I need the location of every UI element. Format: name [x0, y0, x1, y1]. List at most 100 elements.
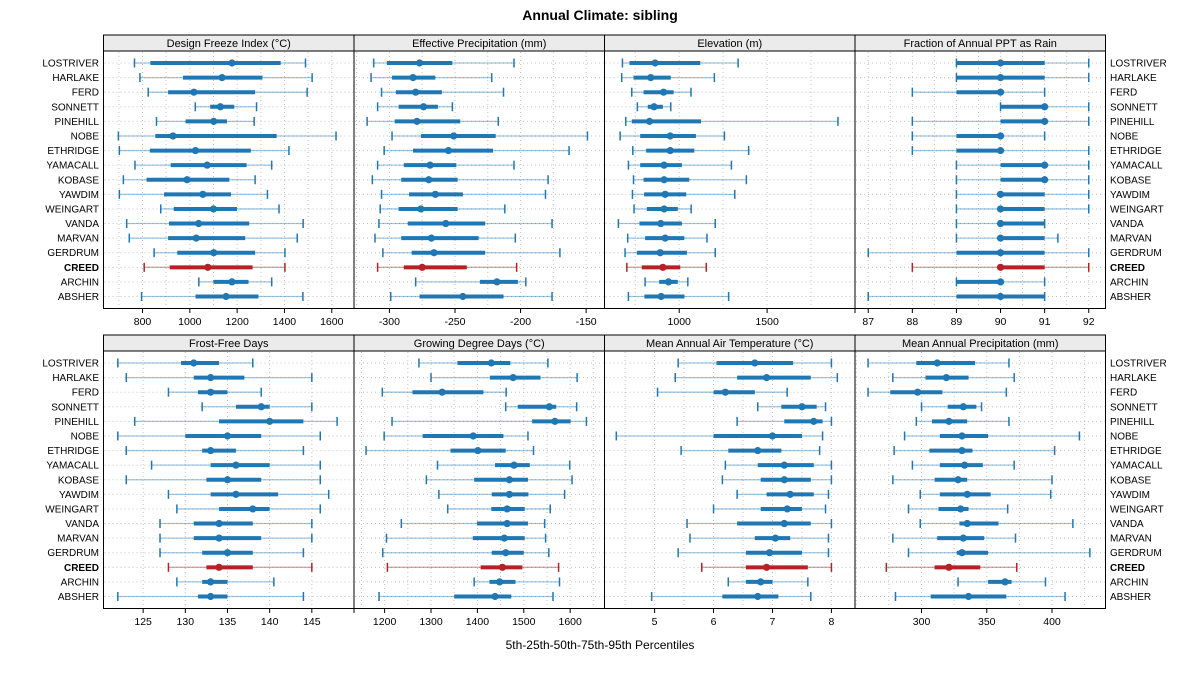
median-dot — [412, 88, 420, 96]
percentile-row — [159, 548, 305, 558]
station-label-right: YAMACALL — [1110, 161, 1163, 172]
median-dot — [223, 476, 232, 484]
station-label-right: FERD — [1110, 88, 1137, 99]
median-dot — [228, 59, 236, 67]
percentile-row — [955, 277, 1046, 287]
median-dot — [207, 592, 215, 601]
panel: Elevation (m) 1000 1500 — [604, 34, 856, 328]
percentile-row — [955, 189, 1090, 199]
median-dot — [666, 146, 674, 155]
median-dot — [545, 403, 553, 411]
axis-tick-label: 1300 — [419, 616, 443, 628]
median-dot — [415, 59, 424, 67]
median-dot — [417, 205, 425, 213]
station-label-right: GERDRUM — [1110, 248, 1162, 259]
percentile-row — [167, 387, 262, 397]
median-dot — [650, 103, 658, 111]
station-label-right: YAWDIM — [1110, 490, 1150, 501]
station-label-left: WEINGART — [45, 504, 99, 515]
panel-header — [854, 334, 1106, 352]
axis-tick-label: 300 — [913, 616, 931, 628]
percentile-row — [656, 387, 788, 397]
percentile-row — [911, 116, 1090, 126]
median-dot — [218, 73, 226, 82]
percentile-row — [915, 416, 1010, 426]
station-label-left: FERD — [72, 388, 99, 399]
percentile-row — [143, 262, 286, 272]
axis-tick-label: 1500 — [512, 616, 536, 628]
station-label-left: NOBE — [71, 431, 100, 442]
median-dot — [503, 519, 511, 528]
panel-title: Fraction of Annual PPT as Rain — [904, 38, 1057, 50]
median-dot — [666, 132, 674, 140]
percentile-row — [867, 292, 1046, 301]
station-label-right: NOBE — [1110, 431, 1139, 442]
percentile-row — [380, 87, 505, 97]
median-dot — [413, 117, 421, 125]
median-dot — [169, 132, 177, 140]
median-dot — [502, 549, 510, 557]
axis-tick-label: 145 — [303, 616, 321, 628]
station-label-left: YAMACALL — [46, 461, 99, 472]
page-title: Annual Climate: sibling — [522, 7, 678, 23]
axis-tick-label: 6 — [711, 616, 717, 628]
station-label-right: PINEHILL — [1110, 117, 1155, 128]
median-dot — [409, 73, 417, 82]
station-label-right: VANDA — [1110, 219, 1144, 230]
median-dot — [493, 278, 501, 286]
percentile-row — [372, 58, 515, 68]
station-label-right: LOSTRIVER — [1110, 359, 1167, 370]
percentile-row — [885, 562, 1018, 572]
percentile-row — [371, 175, 549, 185]
percentile-row — [911, 131, 1046, 141]
panel: Mean Annual Precipitation (mm) 300 350 400 — [854, 334, 1106, 628]
axis-tick-label: 91 — [1039, 316, 1051, 328]
station-label-left: ETHRIDGE — [47, 146, 99, 157]
percentile-row — [911, 460, 1015, 470]
percentile-row — [125, 446, 305, 456]
percentile-row — [376, 160, 515, 170]
median-dot — [430, 249, 438, 257]
axis-tick-label: 350 — [978, 616, 996, 628]
axis-tick-label: 87 — [862, 316, 874, 328]
median-dot — [215, 534, 223, 542]
median-dot — [503, 505, 511, 513]
median-dot — [215, 563, 223, 571]
station-label-right: HARLAKE — [1110, 373, 1157, 384]
percentile-row — [436, 460, 571, 470]
median-dot — [751, 359, 759, 367]
percentile-row — [125, 219, 304, 229]
median-dot — [183, 176, 191, 184]
station-label-left: GERDRUM — [47, 248, 99, 259]
percentile-row — [118, 146, 290, 156]
median-dot — [996, 292, 1005, 301]
median-dot — [765, 549, 774, 557]
station-label-right: CREED — [1110, 263, 1145, 274]
axis-tick-label: 1600 — [320, 316, 344, 328]
percentile-row — [365, 446, 535, 456]
panel-title: Growing Degree Days (°C) — [414, 338, 545, 350]
median-dot — [444, 146, 453, 155]
percentile-row — [117, 431, 322, 441]
percentile-row — [150, 460, 322, 470]
station-label-left: MARVAN — [57, 234, 99, 245]
median-dot — [954, 476, 962, 484]
median-dot — [945, 563, 953, 571]
percentile-row — [374, 233, 517, 243]
median-dot — [426, 161, 434, 169]
median-dot — [959, 403, 967, 411]
percentile-row — [627, 160, 733, 170]
percentile-row — [677, 358, 833, 368]
percentile-row — [139, 73, 313, 83]
station-label-right: YAMACALL — [1110, 461, 1163, 472]
median-dot — [192, 234, 200, 242]
median-dot — [425, 176, 433, 184]
percentile-row — [919, 519, 1074, 529]
percentile-row — [418, 358, 549, 368]
percentile-row — [201, 402, 313, 412]
station-label-left: LOSTRIVER — [42, 359, 99, 370]
station-label-left: GERDRUM — [47, 548, 99, 559]
percentile-row — [892, 475, 1053, 485]
median-dot — [487, 359, 495, 367]
median-dot — [419, 103, 428, 111]
